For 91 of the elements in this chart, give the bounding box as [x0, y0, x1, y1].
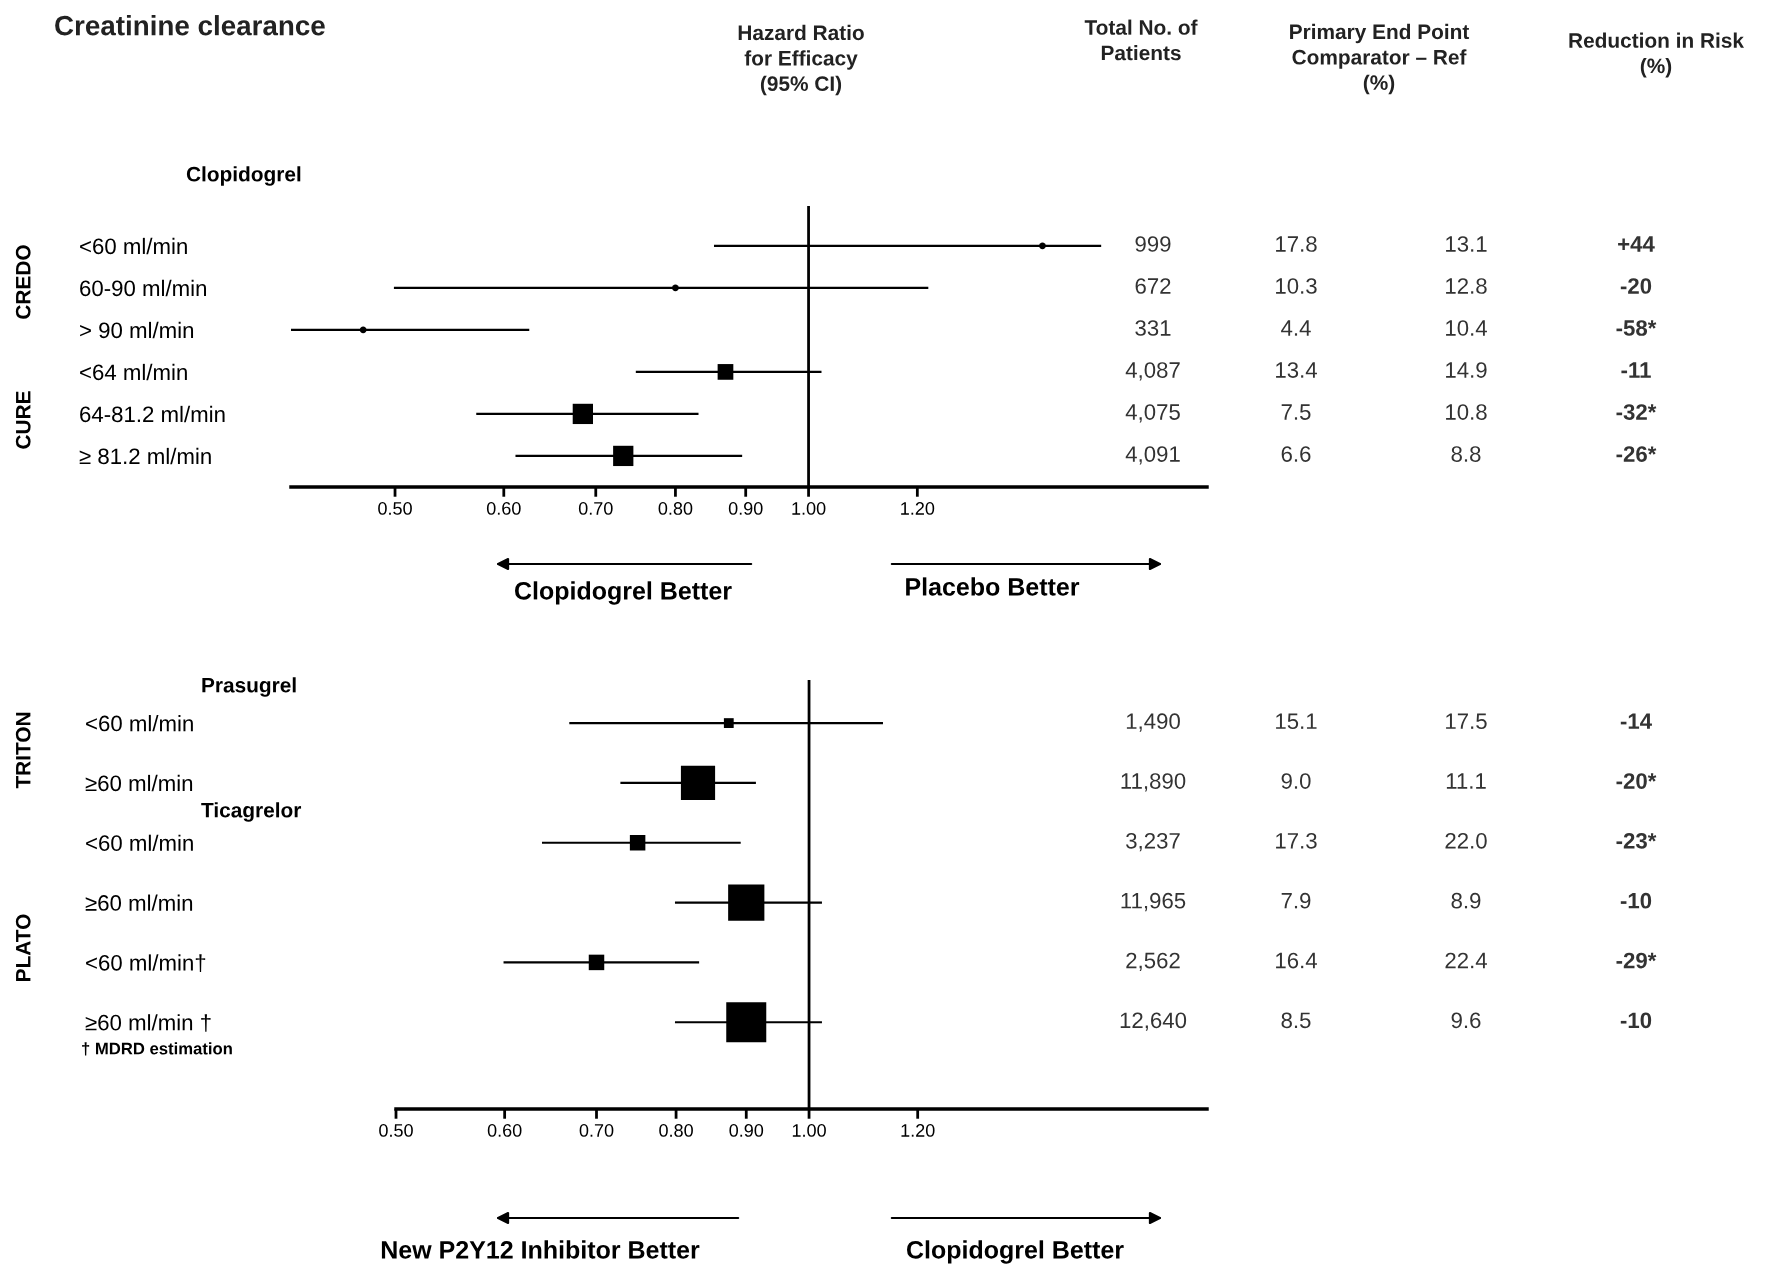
text: 4.4	[1281, 320, 1311, 336]
x-tick-label: 1.20	[901, 1124, 935, 1137]
text: 8.5	[1281, 1012, 1311, 1029]
text: 8.9	[1451, 892, 1481, 909]
text: 14.9	[1446, 362, 1487, 378]
y-tick-label: ≥ 81.2 ml/min	[79, 447, 211, 465]
x-tick-label: 1.00	[792, 502, 826, 515]
x-tick-label: 0.70	[579, 1124, 614, 1137]
y-tick-label: <60 ml/min	[86, 834, 193, 852]
text: +44	[1618, 236, 1655, 252]
y-tick-label: <60 ml/min†	[86, 954, 206, 972]
text: 4,075	[1125, 404, 1180, 423]
chart-subtitle: Hazard Ratio for Efficacy (95% CI)	[738, 24, 864, 96]
text: † MDRD estimation	[82, 1042, 232, 1056]
text: 17.3	[1276, 832, 1317, 849]
x-tick-label: 0.70	[578, 502, 613, 515]
y-tick-label: ≥60 ml/min †	[85, 1014, 211, 1032]
y-tick-label: 60-90 ml/min	[80, 279, 206, 297]
y-tick-label: ≥60 ml/min	[85, 774, 193, 792]
x-tick-label: 0.50	[378, 502, 412, 515]
text: 3,237	[1126, 832, 1180, 852]
y-tick-label: ≥60 ml/min	[85, 894, 193, 911]
text: -20	[1620, 278, 1652, 294]
text: CREDO	[15, 245, 31, 319]
text: -26*	[1616, 446, 1657, 462]
text: -20*	[1616, 773, 1657, 789]
text: New P2Y12 Inhibitor Better	[381, 1240, 700, 1259]
text: 7.9	[1281, 892, 1311, 909]
text: TRITON	[15, 712, 31, 789]
text: -23*	[1616, 832, 1657, 849]
x-tick-label: 0.80	[658, 502, 693, 515]
chart-title: Creatinine clearance	[55, 15, 325, 36]
text: 8.8	[1451, 446, 1481, 462]
text: -11	[1621, 362, 1651, 378]
text: PLATO	[15, 914, 31, 981]
text: 12.8	[1446, 278, 1487, 294]
x-tick-label: 0.80	[659, 1124, 693, 1137]
text: Clopidogrel Better	[907, 1240, 1124, 1264]
text: 7.5	[1281, 404, 1311, 420]
text: 9.6	[1451, 1012, 1481, 1029]
text: -29*	[1616, 952, 1657, 969]
text: Placebo Better	[906, 577, 1080, 596]
text: 4,091	[1125, 446, 1180, 465]
x-tick-label: 0.60	[486, 502, 521, 515]
y-tick-label: 64-81.2 ml/min	[80, 405, 225, 423]
x-tick-label: 0.60	[487, 1124, 522, 1137]
x-tick-label: 1.00	[792, 1124, 826, 1137]
text: 13.4	[1276, 362, 1317, 378]
category-label: Reduction in Risk (%)	[1569, 32, 1744, 78]
text: -32*	[1616, 404, 1657, 420]
text: 12,640	[1120, 1012, 1187, 1031]
text: 331	[1135, 320, 1171, 336]
text: 1,490	[1126, 713, 1180, 732]
text: 11.1	[1446, 773, 1486, 789]
category-label: Primary End Point Comparator – Ref (%)	[1290, 23, 1470, 95]
category-label: Total No. of Patients	[1084, 19, 1198, 61]
x-tick-label: 0.50	[379, 1124, 413, 1137]
text: 17.5	[1446, 713, 1487, 730]
text: 17.8	[1276, 236, 1317, 252]
x-tick-label: 1.20	[901, 502, 935, 515]
text: -58*	[1616, 320, 1657, 336]
text: -14	[1620, 713, 1652, 729]
text: 10.8	[1446, 404, 1487, 420]
text: -10	[1620, 1012, 1652, 1029]
x-tick-label: 0.90	[729, 1124, 764, 1137]
y-tick-label: <60 ml/min	[86, 715, 193, 732]
text: 22.0	[1445, 832, 1487, 849]
text: 9.0	[1281, 773, 1311, 789]
text: 4,087	[1125, 362, 1180, 381]
text: Clopidogrel	[186, 166, 301, 186]
text: 10.4	[1446, 320, 1487, 336]
text: Ticagrelor	[201, 802, 302, 822]
text: 672	[1135, 278, 1171, 294]
text: 15.1	[1276, 713, 1317, 730]
x-tick-label: 0.90	[728, 502, 763, 515]
text: 13.1	[1446, 236, 1487, 252]
text: 11,965	[1121, 892, 1186, 912]
text: Clopidogrel Better	[515, 581, 732, 605]
text: 11,890	[1121, 773, 1186, 792]
text: CURE	[15, 391, 31, 449]
text: 10.3	[1276, 278, 1317, 294]
text: 22.4	[1445, 952, 1487, 969]
y-tick-label: <60 ml/min	[80, 237, 187, 255]
text: Prasugrel	[202, 677, 296, 697]
text: 6.6	[1281, 446, 1311, 462]
text: 2,562	[1126, 952, 1180, 971]
text: -10	[1620, 892, 1652, 909]
text: 999	[1135, 236, 1171, 252]
text: 16.4	[1276, 952, 1317, 969]
y-tick-label: > 90 ml/min	[80, 321, 194, 339]
y-tick-label: <64 ml/min	[80, 363, 187, 381]
